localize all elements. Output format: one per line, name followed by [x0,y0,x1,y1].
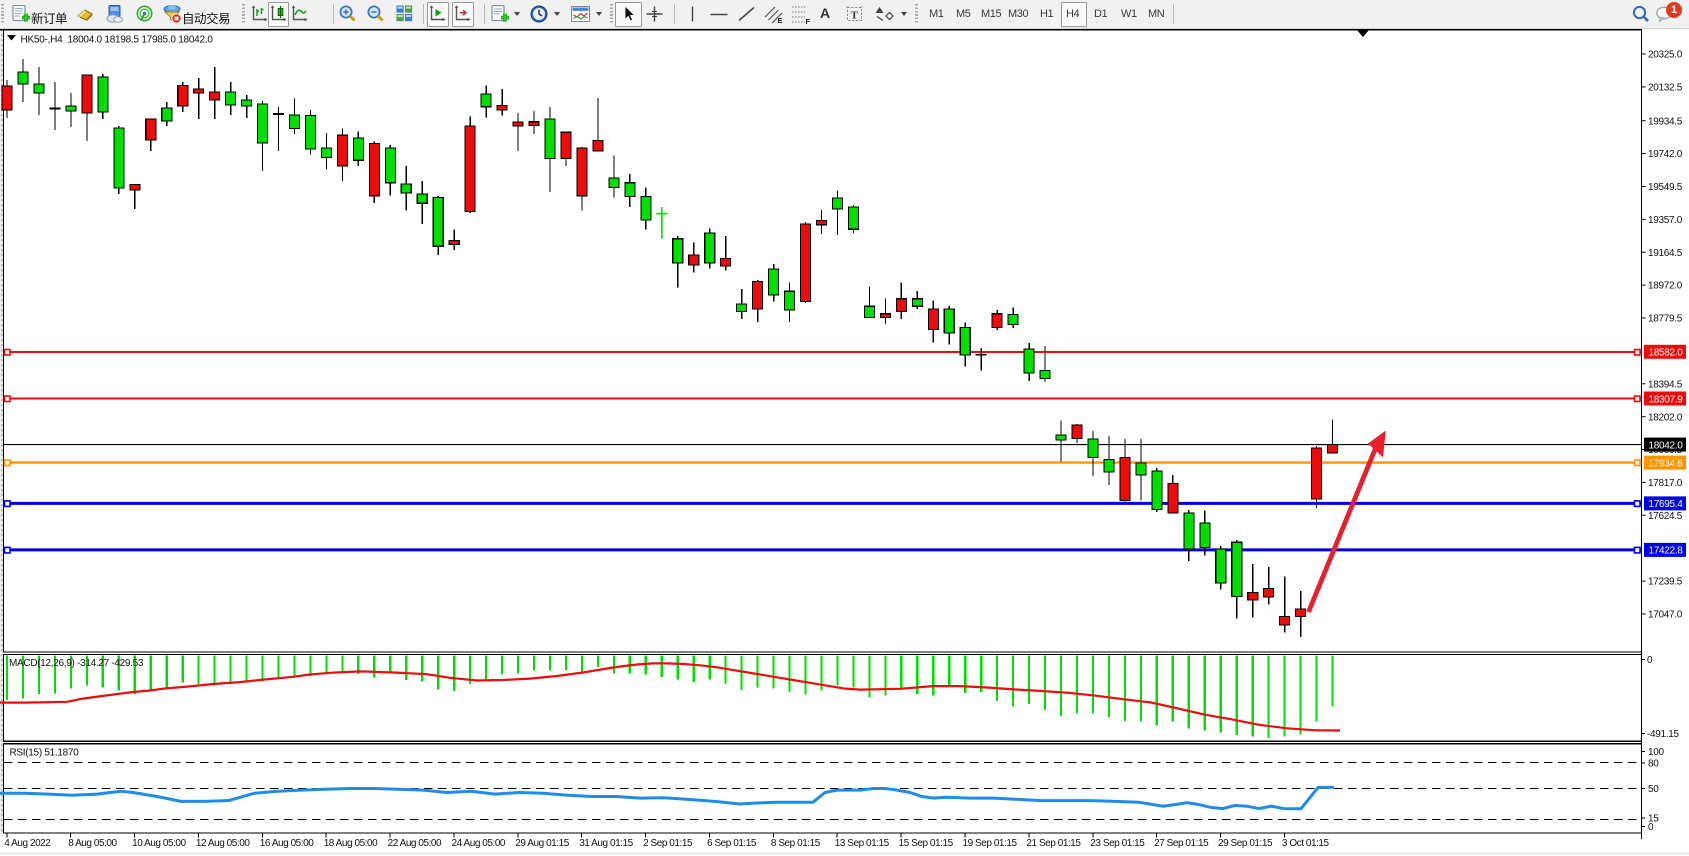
svg-text:E: E [778,16,783,24]
svg-text:10 Aug 05:00: 10 Aug 05:00 [132,838,186,849]
svg-text:18582.0: 18582.0 [1649,348,1684,359]
svg-text:19 Sep 01:15: 19 Sep 01:15 [963,838,1018,849]
svg-text:80: 80 [1648,759,1659,770]
svg-text:-491.15: -491.15 [1647,729,1680,740]
svg-text:18307.9: 18307.9 [1649,394,1684,405]
svg-text:6 Sep 01:15: 6 Sep 01:15 [707,838,757,849]
svg-text:0: 0 [1648,822,1654,833]
svg-text:8 Aug 05:00: 8 Aug 05:00 [68,838,117,849]
svg-text:18972.0: 18972.0 [1648,281,1683,292]
svg-text:4 Aug 2022: 4 Aug 2022 [4,838,51,849]
svg-text:31 Aug 01:15: 31 Aug 01:15 [579,838,633,849]
svg-text:19357.0: 19357.0 [1648,215,1683,226]
svg-text:18 Aug 05:00: 18 Aug 05:00 [324,838,378,849]
svg-text:29 Sep 01:15: 29 Sep 01:15 [1218,838,1273,849]
svg-text:50: 50 [1648,784,1659,795]
svg-text:20325.0: 20325.0 [1648,50,1683,61]
svg-text:19934.5: 19934.5 [1648,116,1683,127]
svg-text:12 Aug 05:00: 12 Aug 05:00 [196,838,250,849]
svg-text:27 Sep 01:15: 27 Sep 01:15 [1154,838,1209,849]
svg-text:19164.5: 19164.5 [1648,248,1683,259]
svg-text:17934.6: 17934.6 [1649,458,1684,469]
svg-text:15: 15 [1648,814,1659,825]
svg-text:RSI(15) 51.1870: RSI(15) 51.1870 [10,748,80,759]
svg-text:3 Oct 01:15: 3 Oct 01:15 [1282,838,1330,849]
svg-text:F: F [806,17,811,24]
svg-text:17239.5: 17239.5 [1648,577,1683,588]
svg-text:18042.0: 18042.0 [1649,440,1684,451]
svg-text:29 Aug 01:15: 29 Aug 01:15 [515,838,569,849]
svg-text:19742.0: 19742.0 [1648,149,1683,160]
svg-text:17817.0: 17817.0 [1648,478,1683,489]
svg-text:24 Aug 05:00: 24 Aug 05:00 [452,838,506,849]
svg-text:15 Sep 01:15: 15 Sep 01:15 [899,838,954,849]
svg-text:17422.8: 17422.8 [1649,546,1684,557]
svg-text:13 Sep 01:15: 13 Sep 01:15 [835,838,890,849]
svg-text:21 Sep 01:15: 21 Sep 01:15 [1026,838,1081,849]
svg-text:20132.5: 20132.5 [1648,83,1683,94]
svg-text:22 Aug 05:00: 22 Aug 05:00 [388,838,442,849]
svg-text:0: 0 [1647,655,1653,666]
svg-text:T: T [851,10,859,22]
svg-text:18779.5: 18779.5 [1648,314,1683,325]
svg-text:18202.0: 18202.0 [1648,412,1683,423]
svg-text:23 Sep 01:15: 23 Sep 01:15 [1090,838,1145,849]
svg-text:100: 100 [1648,747,1665,758]
svg-text:17624.5: 17624.5 [1648,511,1683,522]
svg-text:17695.4: 17695.4 [1649,499,1684,510]
svg-text:19549.5: 19549.5 [1648,182,1683,193]
svg-text:17047.0: 17047.0 [1648,610,1683,621]
svg-text:18394.5: 18394.5 [1648,379,1683,390]
svg-text:HK50-,H4 18004.0 18198.5 1798: HK50-,H4 18004.0 18198.5 17985.0 18042.0 [21,35,214,46]
svg-text:MACD(12,26,9) -314.27 -429.53: MACD(12,26,9) -314.27 -429.53 [9,658,144,669]
svg-text:2 Sep 01:15: 2 Sep 01:15 [643,838,693,849]
svg-text:16 Aug 05:00: 16 Aug 05:00 [260,838,314,849]
svg-text:8 Sep 01:15: 8 Sep 01:15 [771,838,821,849]
